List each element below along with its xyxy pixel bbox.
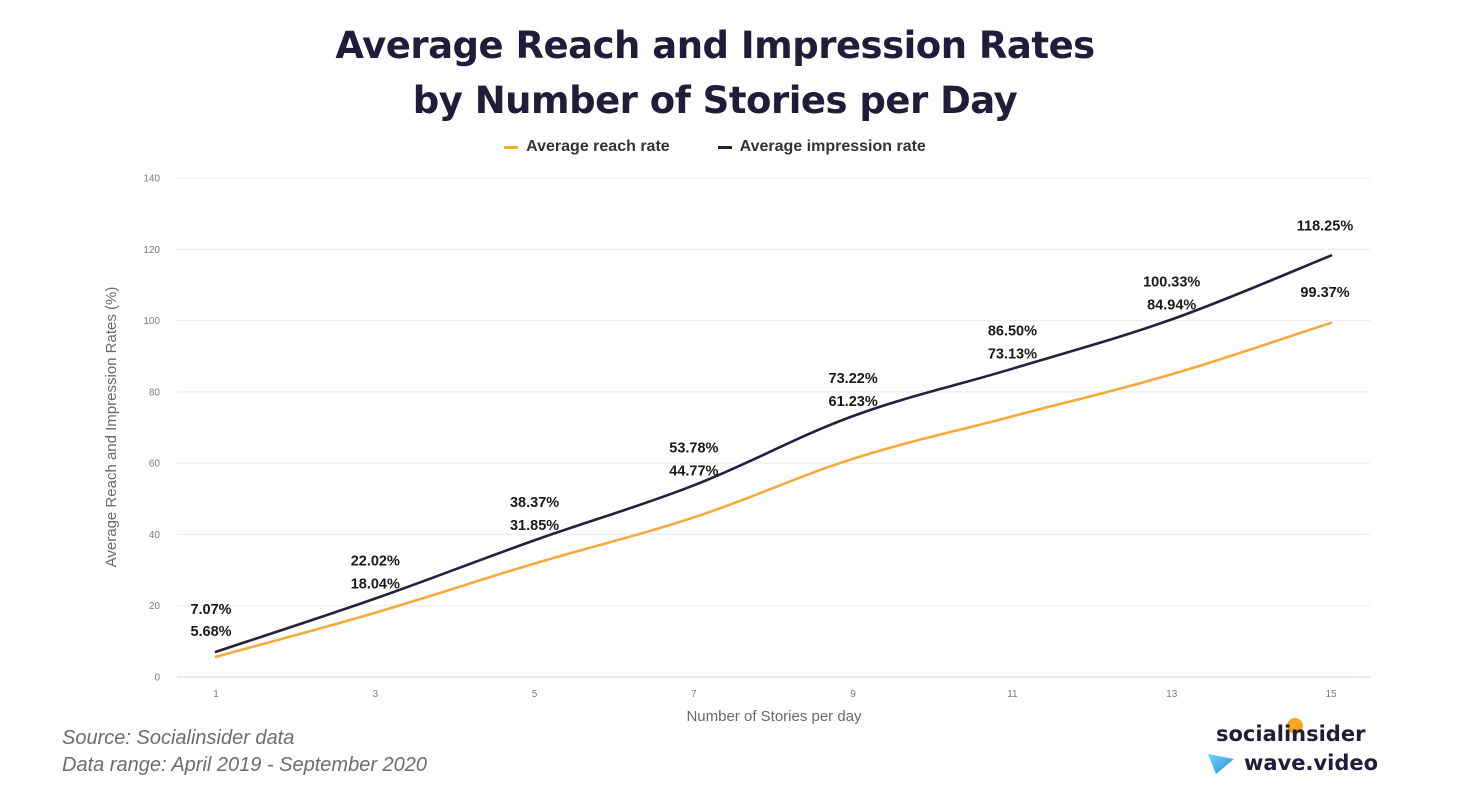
- y-tick-label: 20: [149, 601, 161, 612]
- x-tick-label: 11: [1007, 689, 1018, 700]
- x-tick-label: 5: [532, 689, 538, 700]
- y-tick-label: 0: [154, 673, 160, 684]
- y-tick-label: 140: [143, 174, 160, 185]
- chart-legend: Average reach rate Average impression ra…: [0, 138, 1430, 156]
- source-note: Source: Socialinsider data: [62, 727, 295, 749]
- x-tick-label: 9: [850, 689, 856, 700]
- y-tick-label: 40: [149, 530, 161, 541]
- data-label-impression: 100.33%: [1143, 274, 1200, 290]
- data-label-impression: 73.22%: [829, 371, 878, 387]
- legend-swatch-impression: [717, 145, 732, 149]
- brand-logos: socialinsider wave.video: [1200, 718, 1400, 776]
- legend-label-impression: Average impression rate: [739, 138, 926, 155]
- data-label-reach: 44.77%: [669, 463, 718, 479]
- y-tick-label: 120: [143, 245, 160, 256]
- data-label-reach: 5.68%: [190, 624, 231, 640]
- x-tick-label: 3: [373, 689, 379, 700]
- data-label-impression: 53.78%: [669, 440, 718, 456]
- data-label-impression: 86.50%: [988, 324, 1037, 340]
- data-label-impression: 38.37%: [510, 495, 559, 511]
- series-line-impression: [214, 254, 1333, 654]
- wave-video-logo: wave.video: [1206, 750, 1406, 776]
- data-label-impression: 7.07%: [190, 602, 231, 618]
- legend-item-impression[interactable]: Average impression rate: [717, 138, 926, 156]
- x-axis-title: Number of Stories per day: [686, 708, 862, 725]
- chart-footer: Source: Socialinsider data Data range: A…: [62, 725, 427, 779]
- y-axis-title: Average Reach and Impression Rates (%): [103, 287, 120, 568]
- legend-item-reach[interactable]: Average reach rate: [504, 138, 670, 156]
- data-label-reach: 99.37%: [1300, 285, 1349, 301]
- chart-title-line-1: Average Reach and Impression Rates: [335, 24, 1095, 67]
- data-range-note: Data range: April 2019 - September 2020: [62, 754, 428, 776]
- chart-title-line-2: by Number of Stories per Day: [412, 79, 1018, 122]
- data-label-impression: 118.25%: [1297, 219, 1354, 235]
- x-tick-label: 1: [213, 689, 219, 700]
- chart-title: Average Reach and Impression Rates by Nu…: [0, 18, 1430, 128]
- socialinsider-logo: socialinsider: [1216, 718, 1416, 746]
- y-tick-label: 80: [149, 387, 161, 398]
- legend-swatch-reach: [504, 145, 519, 149]
- x-tick-label: 7: [691, 689, 697, 700]
- wave-video-play-icon: [1208, 754, 1234, 774]
- data-label-reach: 84.94%: [1147, 297, 1196, 313]
- data-label-reach: 18.04%: [351, 577, 400, 593]
- socialinsider-dot-icon: [1287, 718, 1303, 734]
- data-label-reach: 31.85%: [510, 518, 559, 534]
- x-tick-label: 15: [1325, 689, 1337, 700]
- data-label-impression: 22.02%: [351, 554, 400, 570]
- x-tick-label: 13: [1166, 689, 1178, 700]
- data-label-reach: 61.23%: [829, 394, 878, 410]
- y-tick-label: 60: [149, 459, 161, 470]
- y-tick-label: 100: [143, 316, 160, 327]
- legend-label-reach: Average reach rate: [526, 138, 670, 155]
- series-line-reach: [214, 321, 1333, 659]
- data-label-reach: 73.13%: [988, 347, 1037, 363]
